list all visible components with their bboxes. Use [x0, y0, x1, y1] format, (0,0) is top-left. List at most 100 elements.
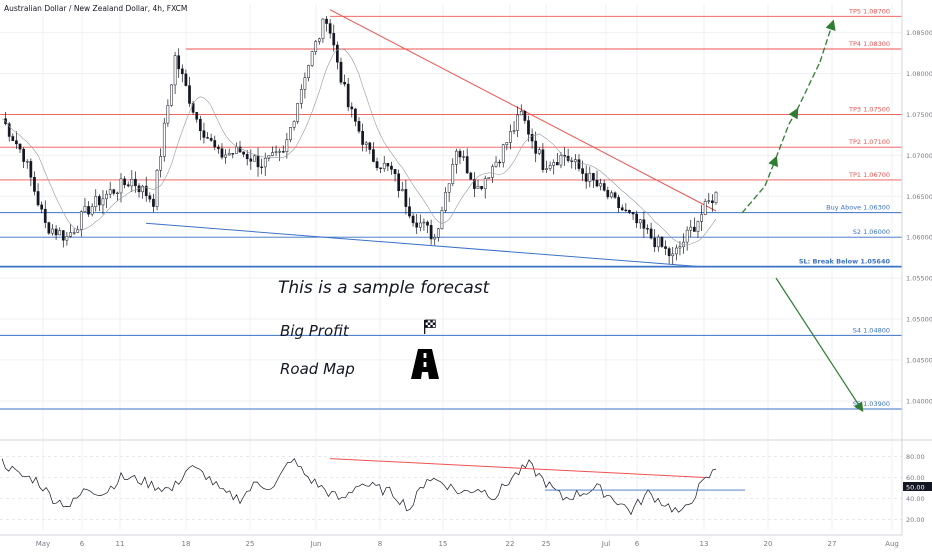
candle-body: [339, 61, 343, 83]
candle-body: [173, 55, 177, 86]
candle-body: [242, 151, 245, 155]
candle-body: [43, 208, 47, 223]
candle-body: [610, 192, 613, 198]
candle-body: [581, 168, 584, 174]
date-tick-label: 6: [80, 540, 85, 548]
candle-body: [393, 169, 397, 175]
date-tick-label: 11: [116, 540, 125, 548]
candle-body: [548, 165, 552, 169]
candle-body: [116, 192, 119, 194]
candle-body: [436, 228, 440, 238]
date-tick-label: 25: [542, 540, 551, 548]
candle-body: [119, 178, 123, 194]
candle-body: [72, 232, 76, 234]
candle-body: [671, 253, 675, 257]
candle-body: [245, 153, 249, 160]
candle-body: [98, 196, 101, 206]
candle-body: [555, 162, 559, 166]
osc-tick-label: 80.00: [906, 453, 925, 461]
candle-body: [642, 219, 646, 229]
candle-body: [433, 237, 437, 240]
candle-body: [516, 114, 520, 131]
candle-body: [537, 149, 541, 154]
candle-body: [588, 173, 592, 182]
candle-body: [462, 156, 465, 158]
candle-body: [487, 177, 491, 179]
support-trend-line: [145, 222, 701, 268]
price-tick-label: 1.08500: [906, 29, 932, 37]
date-tick-label: 13: [700, 540, 709, 548]
candle-body: [372, 149, 375, 162]
candle-body: [321, 18, 325, 40]
candle-body: [473, 179, 476, 189]
price-tick-label: 1.05500: [906, 275, 932, 283]
candle-body: [397, 173, 401, 191]
candle-body: [90, 206, 94, 215]
candle-body: [253, 155, 256, 162]
price-tick-label: 1.05000: [906, 316, 932, 324]
candle-body: [577, 159, 581, 169]
candle-body: [314, 41, 318, 52]
date-tick-label: 8: [378, 540, 382, 548]
candle-body: [458, 150, 462, 158]
candle-body: [559, 154, 563, 166]
candle-body: [83, 206, 87, 212]
road-map-annotation: Road Map: [280, 360, 355, 378]
candle-body: [209, 137, 213, 141]
candle-body: [382, 162, 386, 169]
candle-body: [523, 111, 527, 121]
candle-body: [635, 213, 639, 224]
candle-body: [94, 196, 98, 207]
price-tick-label: 1.04500: [906, 356, 932, 364]
candle-body: [289, 127, 292, 140]
date-tick-label: 25: [246, 540, 255, 548]
candle-body: [29, 161, 33, 178]
price-tick-label: 1.06000: [906, 234, 932, 242]
candle-body: [152, 198, 155, 207]
candle-body: [361, 131, 364, 145]
candle-body: [451, 164, 455, 184]
candle-body: [440, 210, 444, 230]
price-tick-label: 1.06500: [906, 193, 932, 201]
price-tick-label: 1.07000: [906, 152, 932, 160]
candle-body: [519, 111, 523, 116]
candle-body: [357, 121, 361, 132]
candle-body: [267, 155, 271, 159]
stop-loss-arrow: [775, 277, 864, 413]
candle-body: [61, 230, 65, 241]
candle-body: [126, 184, 130, 187]
candle-body: [711, 200, 714, 203]
candle-body: [447, 183, 451, 193]
candle-body: [303, 77, 307, 90]
candle-body: [54, 228, 58, 236]
candle-body: [455, 150, 458, 165]
candle-body: [123, 178, 126, 186]
candle-body: [227, 153, 231, 156]
candle-body: [707, 200, 711, 202]
candle-body: [296, 103, 300, 122]
candle-body: [703, 201, 707, 215]
candle-body: [18, 143, 22, 150]
date-tick-label: Aug: [885, 540, 899, 548]
candle-body: [36, 191, 40, 206]
candle-body: [180, 68, 184, 75]
candle-body: [664, 246, 667, 249]
candle-body: [328, 23, 332, 34]
osc-value-badge-bg: [903, 482, 932, 491]
candle-body: [649, 228, 653, 239]
candle-body: [476, 186, 480, 189]
level-label: TP2 1.07100: [848, 138, 890, 146]
descending-resistance-line: [329, 9, 717, 212]
candle-body: [541, 149, 545, 170]
target-arrow-segment: [819, 19, 836, 63]
level-label: S4 1.04800: [853, 326, 890, 334]
candle-body: [498, 161, 501, 164]
candle-body: [292, 121, 296, 128]
candle-body: [238, 146, 242, 153]
oscillator-resistance-line: [329, 458, 706, 478]
candle-body: [689, 226, 693, 231]
candle-body: [166, 105, 170, 124]
candle-body: [346, 83, 350, 108]
candle-body: [162, 122, 166, 157]
